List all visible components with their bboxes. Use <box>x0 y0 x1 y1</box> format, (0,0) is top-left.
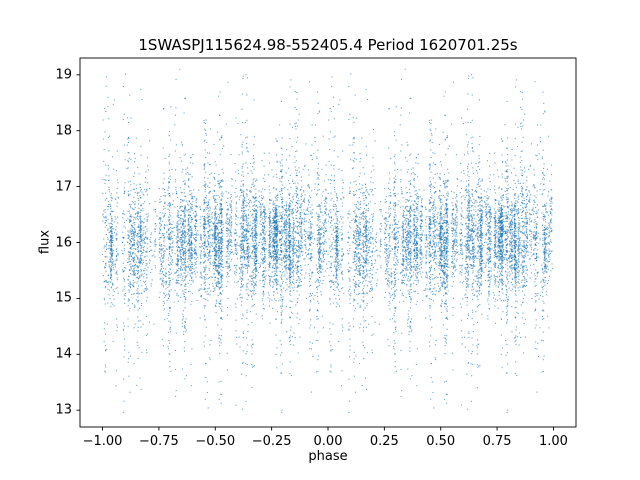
x-axis-label: phase <box>308 449 348 464</box>
x-tick-label: −0.75 <box>138 434 179 449</box>
chart-title: 1SWASPJ115624.98-552405.4 Period 1620701… <box>138 36 518 54</box>
x-tick-label: −1.00 <box>82 434 123 449</box>
y-tick-label: 17 <box>55 179 72 195</box>
x-tick-label: 0.00 <box>313 434 343 449</box>
y-tick-label: 16 <box>55 235 72 250</box>
y-tick-label: 18 <box>55 123 72 139</box>
y-tick-label: 15 <box>55 290 72 306</box>
y-tick-label: 19 <box>55 67 72 83</box>
x-tick-label: 0.50 <box>426 434 456 449</box>
x-tick-label: −0.50 <box>195 434 236 449</box>
y-axis-label: flux <box>37 229 53 255</box>
y-tick-label: 14 <box>55 346 72 362</box>
x-tick-label: −0.25 <box>251 434 292 449</box>
x-tick-label: 0.25 <box>369 434 399 449</box>
x-tick-label: 0.75 <box>482 434 512 449</box>
y-tick-label: 13 <box>55 402 72 418</box>
x-tick-label: 1.00 <box>538 434 568 449</box>
